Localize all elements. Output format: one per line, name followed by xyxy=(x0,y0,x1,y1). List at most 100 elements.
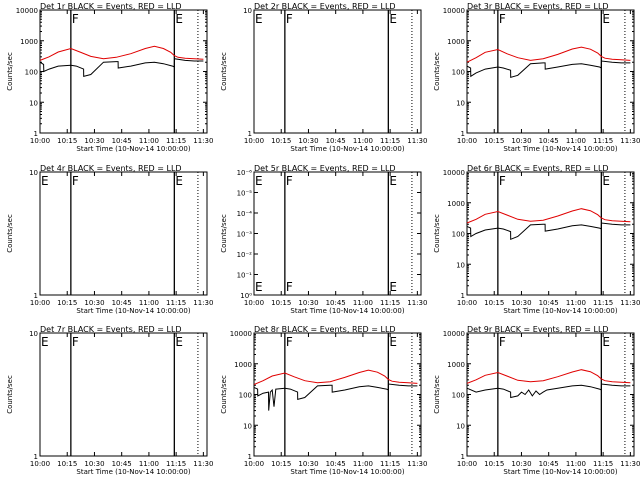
panel-det6: Det 6r BLACK = Events, RED = LLD 1 10 100 10… xyxy=(433,164,640,315)
marker-label-bottom: F xyxy=(286,280,293,294)
panel-title: Det 5r BLACK = Events, RED = LLD xyxy=(254,164,396,173)
x-tick-label: 11:30 xyxy=(193,460,213,468)
x-tick-label: 10:15 xyxy=(271,299,291,307)
corner-label: E xyxy=(41,335,49,349)
y-axis-label: Counts/sec xyxy=(220,52,228,91)
series-line-events xyxy=(39,58,204,77)
y-tick-label: 1 xyxy=(34,292,38,300)
y-tick-label: 1 xyxy=(34,453,38,461)
series-line-events xyxy=(466,60,631,78)
x-tick-label: 11:30 xyxy=(620,460,640,468)
y-tick-label: 100 xyxy=(452,231,465,239)
x-axis-label: Start Time (10-Nov-14 10:00:00) xyxy=(290,307,404,315)
panel-title: Det 7r BLACK = Events, RED = LLD xyxy=(40,325,182,334)
y-tick-label: 10⁻⁶ xyxy=(237,169,253,177)
x-tick-label: 11:15 xyxy=(380,299,400,307)
x-tick-label: 11:15 xyxy=(166,299,186,307)
y-tick-label: 1 xyxy=(461,130,465,138)
x-tick-label: 10:30 xyxy=(298,299,318,307)
x-tick-label: 10:00 xyxy=(244,299,264,307)
x-tick-label: 11:00 xyxy=(353,299,373,307)
plot-frame xyxy=(253,171,422,296)
y-tick-label: 10000 xyxy=(443,7,465,15)
x-tick-label: 11:00 xyxy=(353,137,373,145)
marker-label: F xyxy=(499,174,506,188)
x-tick-label: 10:45 xyxy=(539,137,559,145)
x-tick-label: 10:15 xyxy=(484,137,504,145)
y-axis-label: Counts/sec xyxy=(220,375,228,414)
y-tick-label: 10⁻² xyxy=(237,251,253,259)
panel-title: Det 4r BLACK = Events, RED = LLD xyxy=(40,164,182,173)
panel-det1: Det 1r BLACK = Events, RED = LLD 1 10 100 10… xyxy=(6,2,213,153)
x-tick-label: 11:15 xyxy=(593,299,613,307)
y-tick-label: 10000 xyxy=(16,7,38,15)
y-tick-label: 1000 xyxy=(447,38,465,46)
y-tick-label: 10 xyxy=(29,330,38,338)
x-tick-label: 10:15 xyxy=(271,137,291,145)
x-tick-label: 10:30 xyxy=(298,137,318,145)
y-axis-label: Counts/sec xyxy=(433,375,441,414)
y-axis-label: Counts/sec xyxy=(220,214,228,253)
panel-title: Det 9r BLACK = Events, RED = LLD xyxy=(467,325,609,334)
y-tick-label: 10⁻⁵ xyxy=(237,190,253,198)
x-tick-label: 10:15 xyxy=(484,299,504,307)
x-tick-label: 11:30 xyxy=(407,299,427,307)
x-tick-label: 11:00 xyxy=(566,460,586,468)
series-line-lld xyxy=(466,369,631,384)
x-tick-label: 10:30 xyxy=(84,299,104,307)
x-tick-label: 10:45 xyxy=(539,460,559,468)
x-tick-label: 10:00 xyxy=(244,137,264,145)
y-tick-label: 10000 xyxy=(443,330,465,338)
panel-det9: Det 9r BLACK = Events, RED = LLD 1 10 100 10… xyxy=(433,325,640,476)
y-tick-label: 10 xyxy=(243,422,252,430)
x-tick-label: 10:45 xyxy=(539,299,559,307)
panel-det5: Det 5r BLACK = Events, RED = LLD 10⁰ 10⁻¹ 1… xyxy=(220,164,427,315)
x-tick-label: 10:15 xyxy=(484,460,504,468)
y-axis-label: Counts/sec xyxy=(6,214,14,253)
plot-frame xyxy=(466,332,635,457)
series-line-lld xyxy=(466,46,631,63)
y-tick-label: 10 xyxy=(456,422,465,430)
marker-label-bottom: E xyxy=(389,280,397,294)
x-tick-label: 10:15 xyxy=(57,137,77,145)
series-line-lld xyxy=(253,369,418,386)
y-axis-label: Counts/sec xyxy=(433,52,441,91)
marker-label: E xyxy=(602,335,610,349)
x-axis-label: Start Time (10-Nov-14 10:00:00) xyxy=(290,145,404,153)
panel-det3: Det 3r BLACK = Events, RED = LLD 1 10 100 10… xyxy=(433,2,640,153)
x-tick-label: 11:15 xyxy=(593,460,613,468)
y-tick-label: 1000 xyxy=(234,361,252,369)
y-tick-label: 100 xyxy=(452,392,465,400)
x-tick-label: 11:30 xyxy=(620,299,640,307)
series-line-lld xyxy=(39,45,204,61)
panel-title: Det 2r BLACK = Events, RED = LLD xyxy=(254,2,396,11)
marker-label: E xyxy=(602,174,610,188)
x-tick-label: 11:00 xyxy=(566,137,586,145)
x-axis-label: Start Time (10-Nov-14 10:00:00) xyxy=(76,468,190,476)
x-tick-label: 11:30 xyxy=(620,137,640,145)
corner-label: E xyxy=(41,174,49,188)
x-tick-label: 10:45 xyxy=(326,299,346,307)
x-tick-label: 10:15 xyxy=(57,299,77,307)
y-tick-label: 1 xyxy=(34,130,38,138)
panel-title: Det 1r BLACK = Events, RED = LLD xyxy=(40,2,182,11)
x-axis-label: Start Time (10-Nov-14 10:00:00) xyxy=(290,468,404,476)
x-tick-label: 11:00 xyxy=(139,460,159,468)
plot-frame xyxy=(39,9,208,134)
x-tick-label: 10:00 xyxy=(244,460,264,468)
series-line-lld xyxy=(466,208,631,224)
marker-label: E xyxy=(389,174,397,188)
marker-label: E xyxy=(175,335,183,349)
x-tick-label: 11:00 xyxy=(139,299,159,307)
x-tick-label: 10:15 xyxy=(271,460,291,468)
y-tick-label: 1 xyxy=(248,130,252,138)
plot-frame xyxy=(466,171,635,296)
marker-label: F xyxy=(286,12,293,26)
x-tick-label: 10:30 xyxy=(511,460,531,468)
x-tick-label: 11:00 xyxy=(353,460,373,468)
marker-label: F xyxy=(72,12,79,26)
plot-frame xyxy=(253,9,422,134)
y-tick-label: 10 xyxy=(243,7,252,15)
y-tick-label: 10 xyxy=(456,261,465,269)
panel-det7: Det 7r BLACK = Events, RED = LLD 1 10 10:00… xyxy=(6,325,213,476)
